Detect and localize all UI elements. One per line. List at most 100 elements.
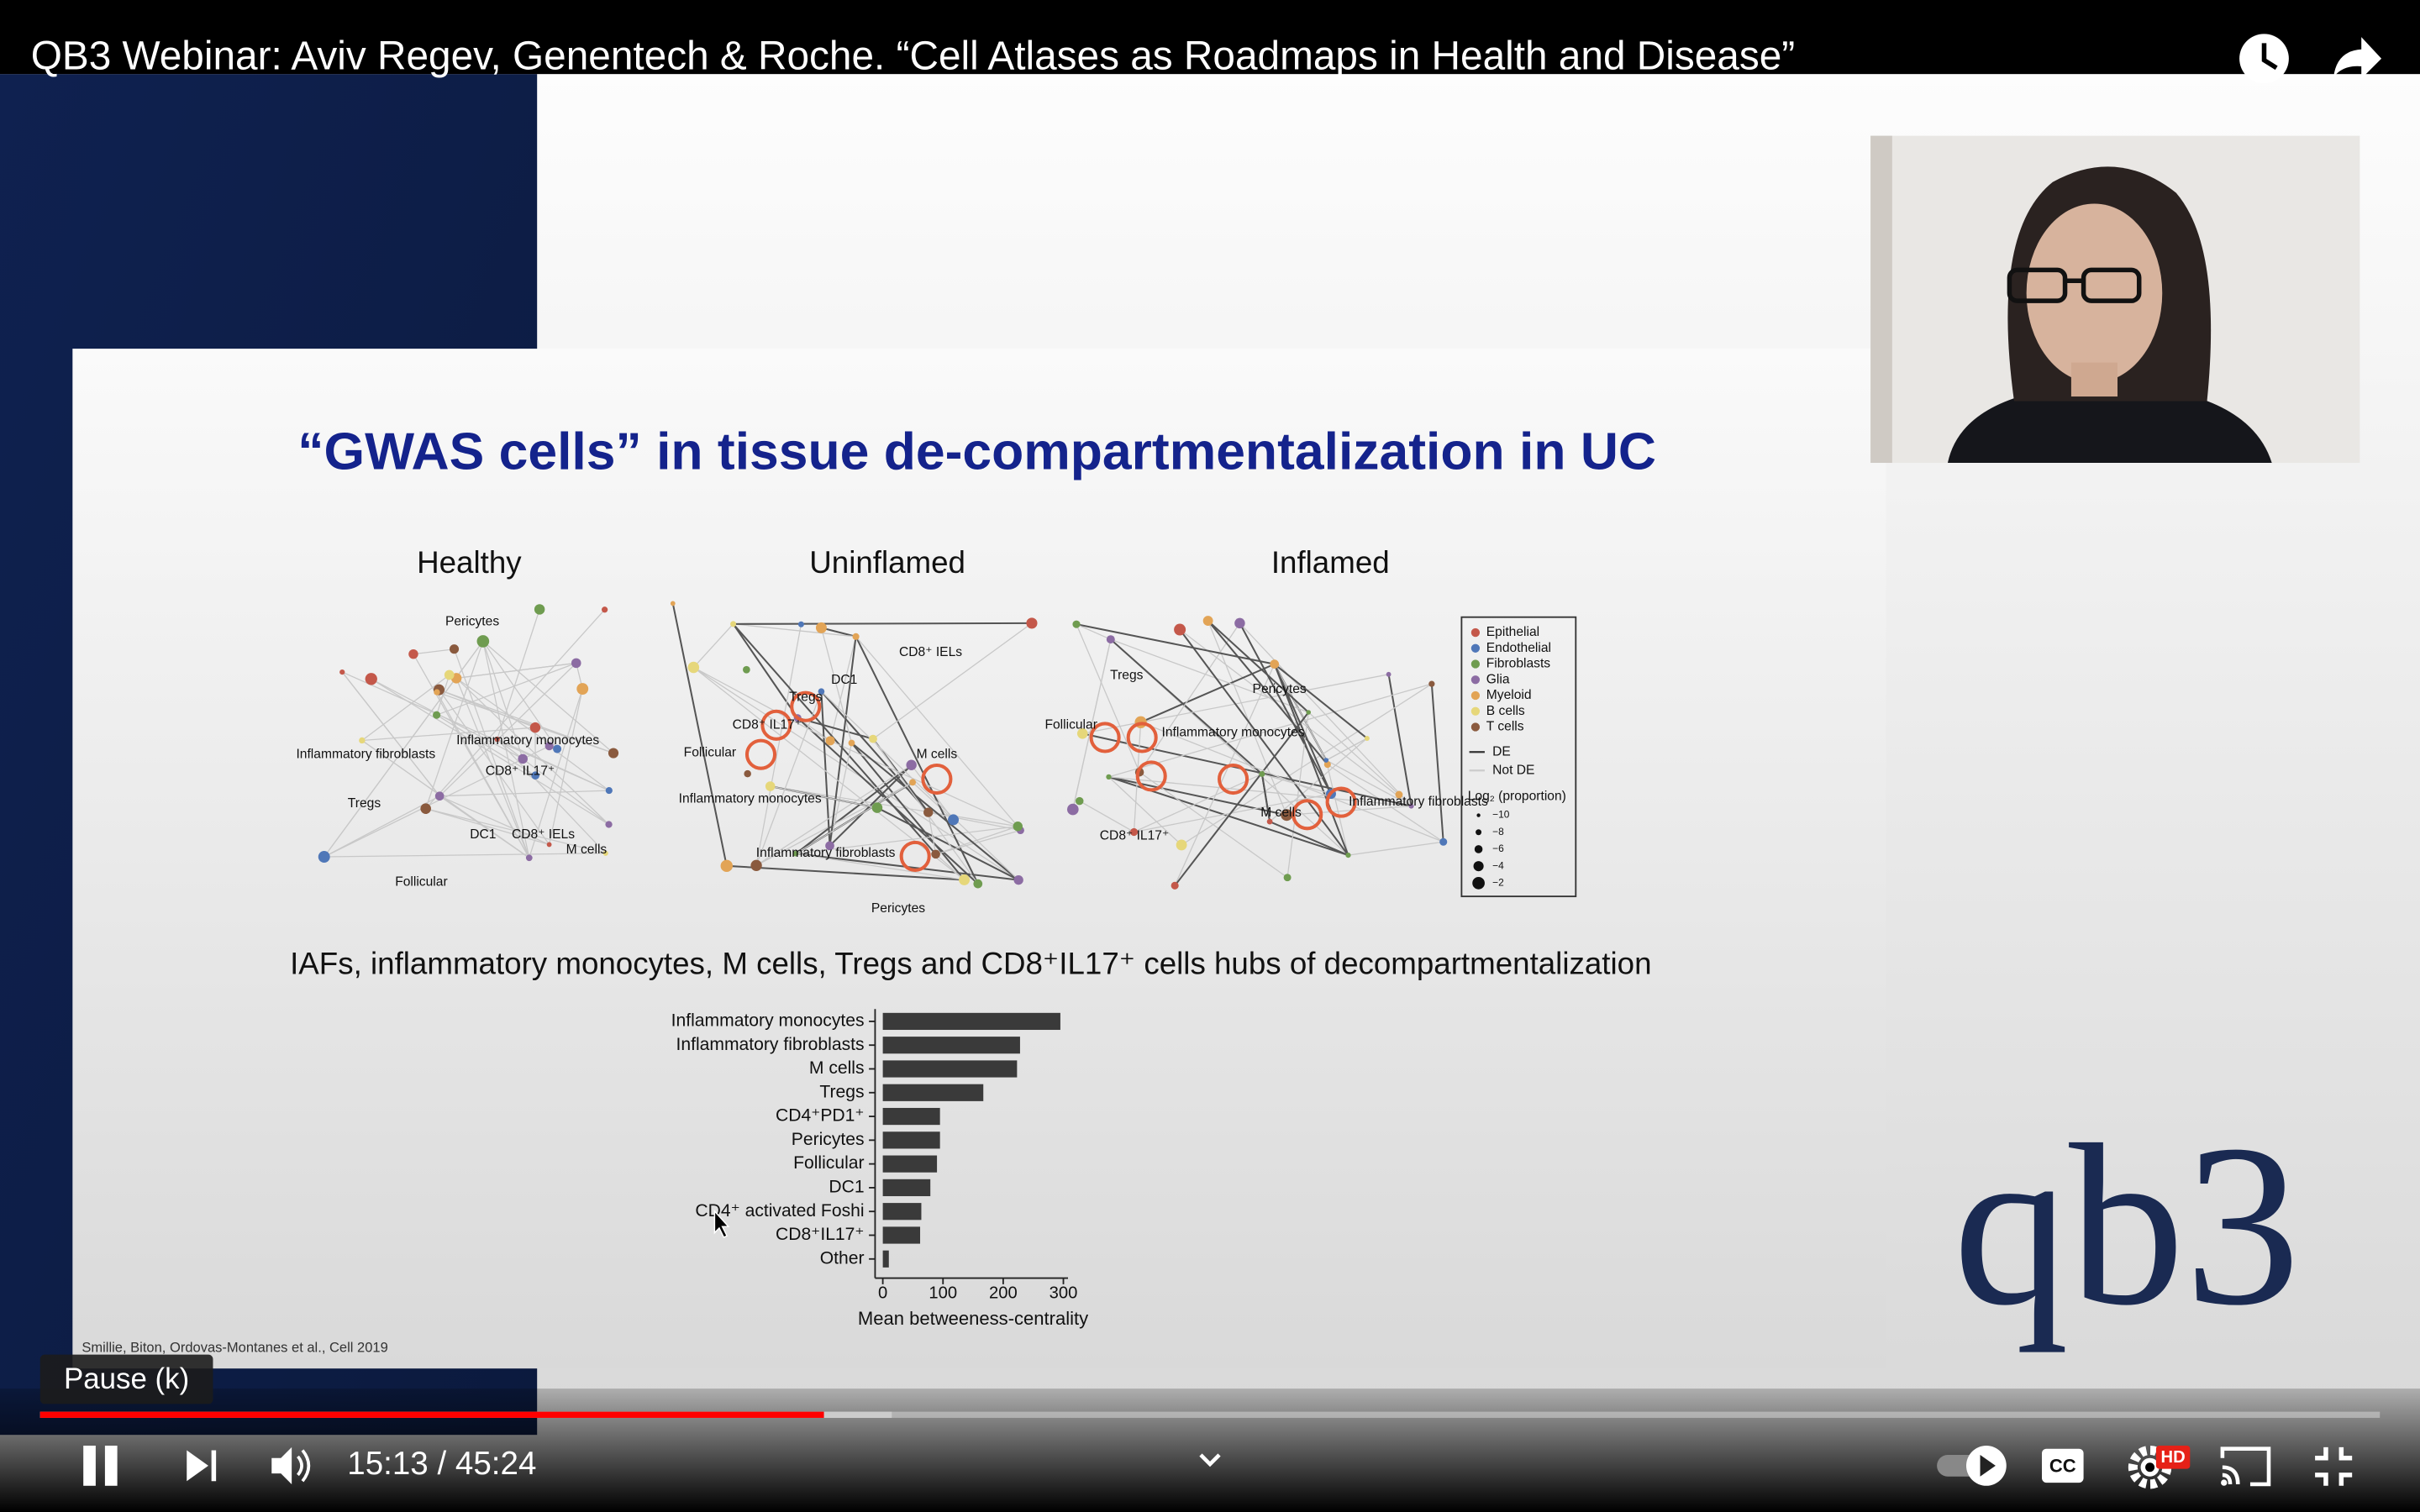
- network-edge: [1286, 805, 1412, 816]
- network-node: [365, 673, 377, 685]
- network-node: [923, 807, 934, 817]
- network-node: [525, 854, 533, 862]
- legend-size-dot: [1473, 861, 1484, 872]
- y-tick-label: DC1: [829, 1177, 864, 1196]
- legend-size-label: −8: [1492, 826, 1504, 837]
- autoplay-toggle[interactable]: [1937, 1446, 2007, 1486]
- network-node: [1395, 790, 1403, 799]
- network-edge: [1134, 773, 1263, 833]
- network-edge: [1430, 684, 1444, 843]
- network-node: [815, 622, 827, 633]
- hub-ring: [744, 738, 777, 770]
- legend-swatch: [1470, 659, 1481, 669]
- share-icon[interactable]: [2333, 37, 2382, 79]
- network-node: [433, 711, 441, 719]
- network-edge: [1076, 623, 1275, 665]
- legend-swatch: [1470, 675, 1481, 685]
- network-edge: [1076, 623, 1140, 773]
- network-edge: [425, 641, 484, 809]
- network-edge: [872, 622, 1033, 740]
- x-tick-label: 100: [929, 1284, 957, 1302]
- network-edge: [850, 742, 1019, 881]
- time-display: 15:13 / 45:24: [347, 1446, 536, 1482]
- network-edge: [795, 764, 913, 855]
- legend-size-label: −2: [1492, 877, 1504, 889]
- network-node: [743, 665, 750, 674]
- settings-button[interactable]: HD: [2128, 1446, 2191, 1489]
- y-tick-label: Pericytes: [792, 1130, 865, 1149]
- network-edge: [324, 745, 550, 858]
- hub-ring: [1126, 722, 1158, 753]
- network-edge: [439, 790, 609, 797]
- legend-size-label: −10: [1492, 809, 1510, 821]
- watch-later-icon[interactable]: [2239, 34, 2289, 84]
- network-edge: [341, 671, 610, 791]
- network-edge: [456, 662, 576, 679]
- network-label: M cells: [917, 747, 958, 761]
- network-node: [1364, 735, 1370, 741]
- network-node: [744, 769, 751, 778]
- tooltip-text: Pause (k): [64, 1362, 189, 1395]
- network-edge: [371, 678, 609, 826]
- legend-size-label: −6: [1492, 843, 1504, 854]
- video-title[interactable]: QB3 Webinar: Aviv Regev, Genentech & Roc…: [31, 34, 1795, 78]
- network-node: [529, 722, 541, 733]
- network-label: Follicular: [395, 875, 447, 890]
- x-tick-label: 300: [1050, 1284, 1078, 1302]
- citation: Smillie, Biton, Ordovas-Montanes et al.,…: [82, 1340, 387, 1356]
- panel-title: Inflamed: [1271, 545, 1390, 580]
- network-node: [1266, 818, 1273, 825]
- network-edge: [928, 812, 937, 854]
- network-label: Inflammatory fibroblasts: [296, 747, 435, 761]
- network-edge: [1134, 793, 1332, 833]
- next-button[interactable]: [187, 1450, 217, 1482]
- network-node: [818, 688, 825, 695]
- network-label: Pericytes: [871, 901, 925, 916]
- network-label: Tregs: [789, 690, 823, 704]
- network-edge: [1325, 759, 1349, 856]
- qb3-logo: qb3: [1953, 1096, 2300, 1353]
- y-tick-label: Inflammatory monocytes: [671, 1011, 865, 1030]
- bar: [882, 1131, 940, 1149]
- chevron[interactable]: [1199, 1453, 1221, 1467]
- network-label: Follicular: [684, 745, 736, 759]
- network-edge: [361, 674, 450, 741]
- network-node: [531, 771, 539, 780]
- cast-button[interactable]: [2220, 1446, 2271, 1487]
- network-edge: [425, 609, 606, 810]
- network-edge: [482, 641, 523, 759]
- network-edge: [1325, 738, 1368, 761]
- network-node: [1072, 620, 1081, 628]
- network-node: [1174, 623, 1186, 636]
- network-edge: [1387, 674, 1413, 806]
- network-edge: [755, 624, 802, 866]
- network-edge: [855, 636, 979, 885]
- legend-swatch: [1470, 706, 1481, 716]
- network-node: [1075, 796, 1084, 806]
- pause-button[interactable]: [83, 1446, 118, 1486]
- network-node: [605, 787, 613, 795]
- y-tick-label: Inflammatory fibroblasts: [676, 1035, 864, 1054]
- network-node: [1176, 839, 1187, 851]
- y-tick-label: CD4⁺PD1⁺: [776, 1106, 865, 1126]
- network-edge: [1110, 638, 1263, 775]
- network-node: [720, 859, 733, 873]
- network-node: [670, 601, 676, 606]
- captions-button[interactable]: CC: [2042, 1448, 2084, 1483]
- network-edge: [1108, 776, 1182, 846]
- network-node: [1259, 770, 1265, 777]
- network-label: CD8⁺ IELs: [899, 645, 962, 659]
- network-node: [871, 802, 883, 813]
- network-node: [1281, 809, 1293, 822]
- network-label: Pericytes: [1253, 682, 1307, 696]
- network-edge: [795, 853, 965, 881]
- network-edge: [435, 675, 450, 716]
- network-edge: [1269, 821, 1349, 857]
- x-tick-label: 200: [989, 1284, 1018, 1302]
- network-edge: [1076, 623, 1112, 640]
- cc-text: CC: [2049, 1456, 2076, 1477]
- exit-fullscreen-button[interactable]: [2315, 1446, 2353, 1486]
- network-node: [605, 821, 613, 828]
- volume-button[interactable]: [271, 1446, 311, 1484]
- slide-subtitle: IAFs, inflammatory monocytes, M cells, T…: [290, 946, 1651, 980]
